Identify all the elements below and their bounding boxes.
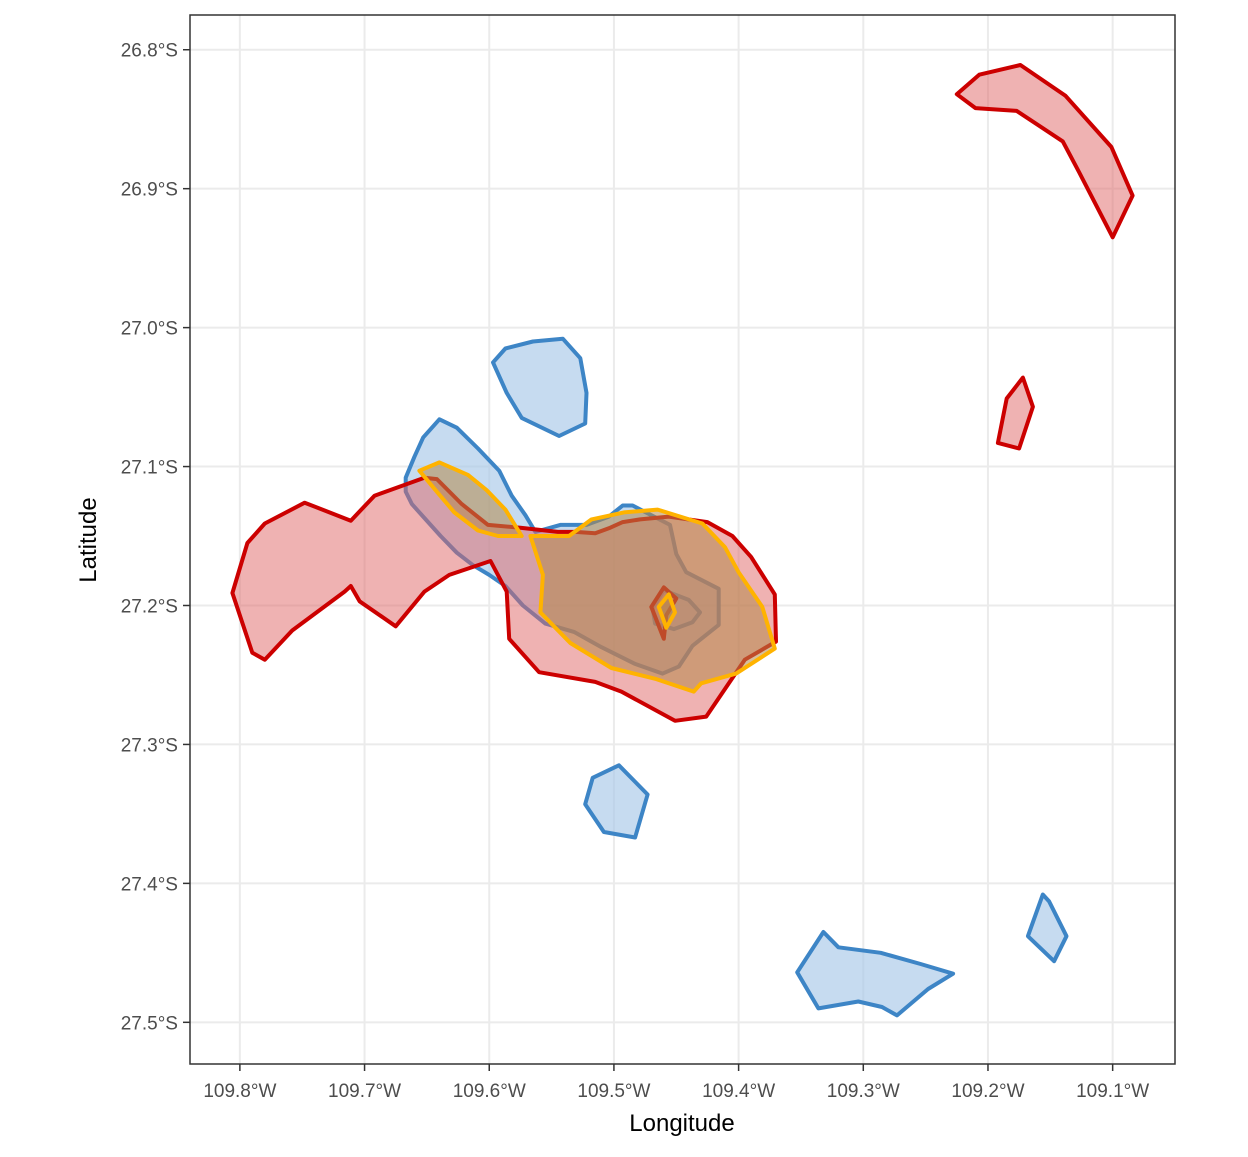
blue-region-polygon [1025,892,1069,964]
x-tick-label: 109.8°W [203,1081,276,1102]
x-tick-label: 109.4°W [702,1081,775,1102]
yellow-region-polygon [417,460,524,538]
blue-region-polygon [583,763,650,840]
axis-layer: 109.8°W 109.7°W 109.6°W 109.5°W 109.4°W 109.3… [121,41,1150,1102]
yellow-region-polygon [656,592,677,630]
panel-border [189,14,1176,1065]
x-tick-label: 109.7°W [328,1081,401,1102]
y-axis-title: Latitude [75,497,102,582]
red-region-polygon [954,63,1135,240]
x-tick-label: 109.3°W [827,1081,900,1102]
blue-region-polygon [795,930,956,1018]
grid-layer [190,15,1175,1064]
x-tick-label: 109.2°W [951,1081,1024,1102]
y-tick-label: 27.5°S [121,1013,178,1034]
x-tick-label: 109.6°W [453,1081,526,1102]
y-tick-label: 26.9°S [121,180,178,201]
y-tick-label: 27.2°S [121,596,178,617]
blue-region-polygon [491,336,589,438]
yellow-region-polygon [528,507,777,694]
x-tick-label: 109.1°W [1076,1081,1149,1102]
y-tick-label: 27.3°S [121,735,178,756]
y-tick-label: 27.1°S [121,458,178,479]
y-tick-label: 27.4°S [121,874,178,895]
x-axis-title: Longitude [629,1110,734,1137]
y-tick-label: 26.8°S [121,41,178,62]
polygon-layer [230,63,1135,1018]
y-tick-label: 27.0°S [121,319,178,340]
red-region-polygon [995,375,1035,451]
x-tick-label: 109.5°W [577,1081,650,1102]
